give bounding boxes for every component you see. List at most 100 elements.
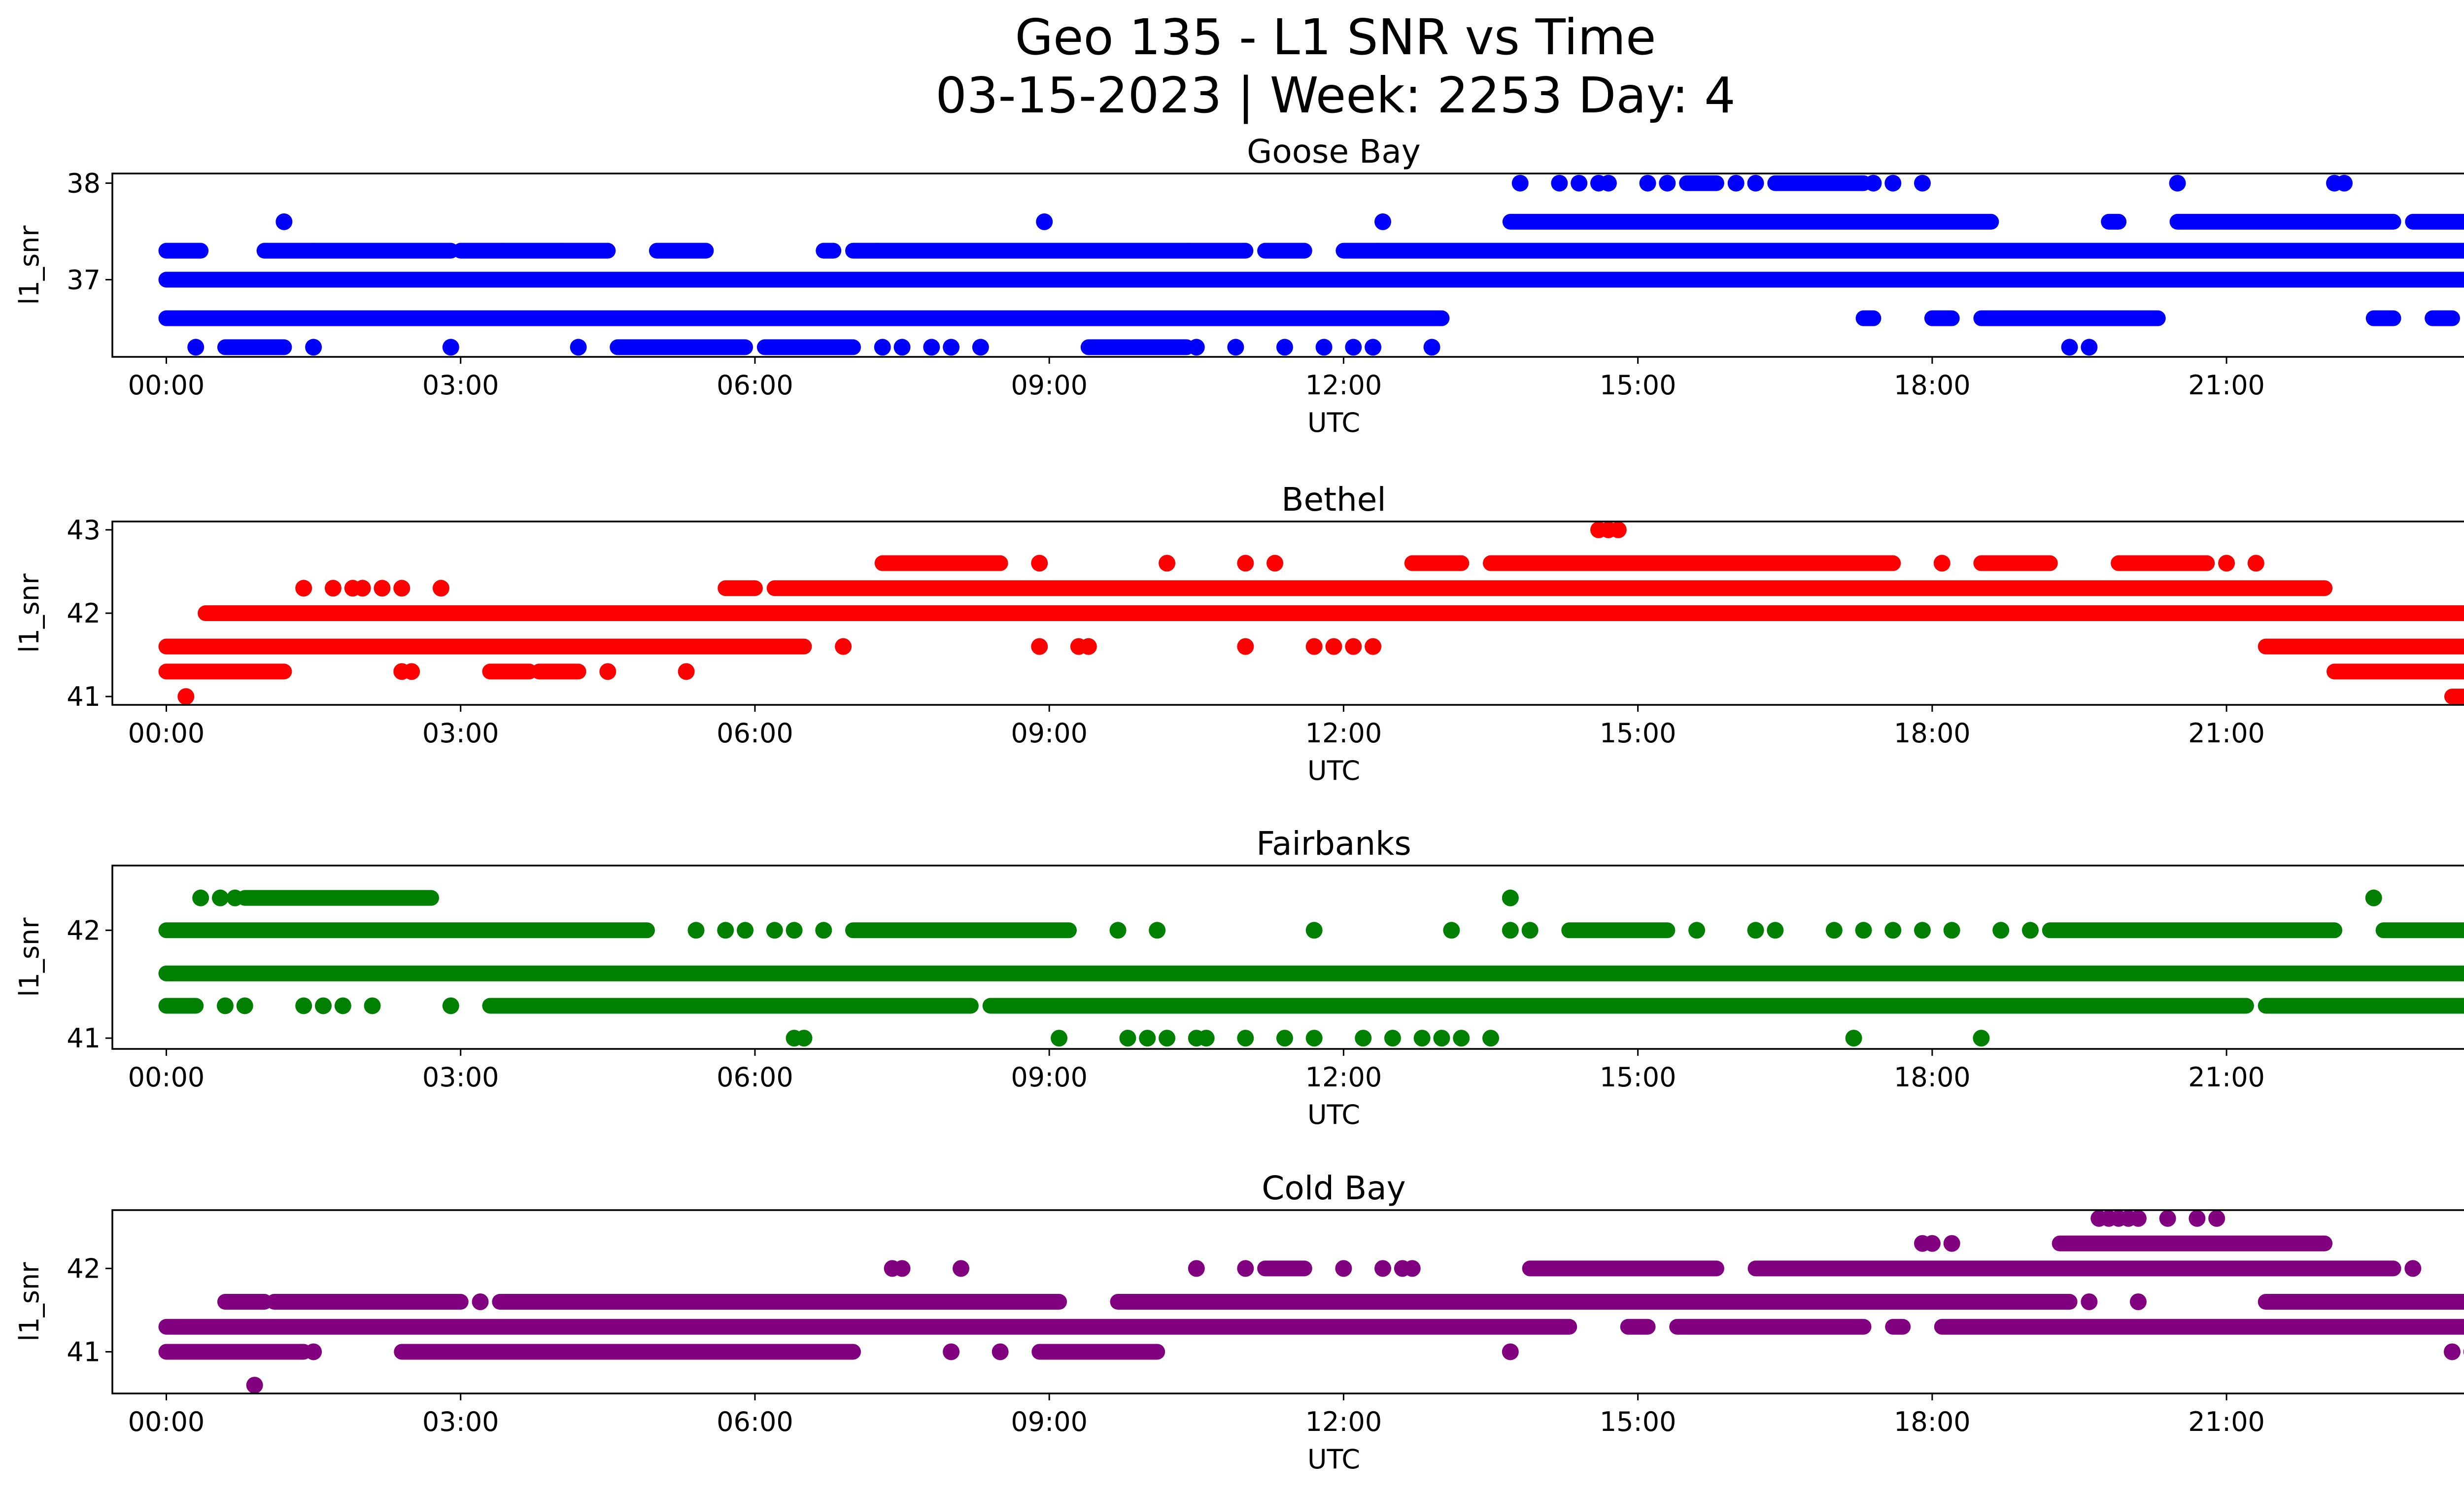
data-point-44: [1384, 1030, 1401, 1047]
data-point-26: [1639, 174, 1656, 192]
data-point-31: [442, 997, 459, 1014]
data-point-37: [1159, 1030, 1176, 1047]
data-point-28: [1727, 174, 1745, 192]
data-point-12: [835, 638, 852, 655]
data-point-8: [815, 922, 832, 939]
data-point-30: [1609, 522, 1627, 538]
y-axis-label: l1_snr: [14, 225, 45, 305]
y-axis-label: l1_snr: [14, 917, 45, 997]
data-point-49: [1845, 1030, 1862, 1047]
data-point-27: [2247, 555, 2264, 572]
data-point-24: [1266, 555, 1284, 572]
data-point-12: [893, 1260, 911, 1277]
data-point-3: [187, 339, 205, 356]
data-point-23: [1571, 174, 1588, 192]
x-tick-label: 09:00: [1011, 370, 1088, 401]
data-point-34: [1051, 1030, 1068, 1047]
y-tick-label: 41: [67, 1336, 101, 1367]
scatter-marks: [158, 889, 2464, 1047]
data-point-15: [1237, 1260, 1254, 1277]
x-axis-label: UTC: [1307, 755, 1360, 786]
data-point-8: [472, 1293, 489, 1310]
data-point-17: [1767, 922, 1784, 939]
data-point-19: [1855, 922, 1872, 939]
data-point-11: [678, 663, 695, 680]
data-point-5: [737, 922, 754, 939]
y-axis-label: l1_snr: [14, 1262, 45, 1342]
x-tick-label: 15:00: [1600, 1062, 1677, 1093]
data-point-20: [2081, 339, 2098, 356]
data-point-24: [2021, 922, 2039, 939]
data-point-19: [2061, 339, 2078, 356]
y-tick-label: 38: [67, 168, 101, 199]
x-tick-label: 21:00: [2188, 1062, 2265, 1093]
data-point-33: [795, 1030, 813, 1047]
subplot-title: Goose Bay: [1247, 133, 1421, 171]
x-tick-label: 12:00: [1305, 718, 1382, 749]
x-tick-label: 15:00: [1600, 718, 1677, 749]
data-point-23: [1237, 555, 1254, 572]
data-point-16: [1747, 922, 1764, 939]
data-point-2: [324, 580, 342, 597]
data-point-41: [1276, 1030, 1293, 1047]
subplot-goose-bay: Goose Bay 00:00 03:00 06:00 09:00 12:00 15:00 1…: [14, 133, 2464, 438]
data-point-6: [393, 580, 411, 597]
data-point-15: [1688, 922, 1706, 939]
data-point-1: [305, 1343, 322, 1360]
x-tick-label: 18:00: [1894, 370, 1971, 401]
x-tick-label: 12:00: [1305, 370, 1382, 401]
x-tick-label: 15:00: [1600, 370, 1677, 401]
data-point-2: [226, 889, 243, 906]
x-tick-label: 12:00: [1305, 1062, 1382, 1093]
data-point-23: [1943, 1235, 1960, 1252]
data-point-4: [305, 339, 322, 356]
data-point-14: [1521, 922, 1539, 939]
axes-frame: [111, 1209, 2464, 1394]
data-point-7: [874, 339, 891, 356]
data-point-11: [1305, 922, 1323, 939]
data-point-29: [1747, 174, 1764, 192]
data-point-7: [432, 580, 449, 597]
x-tick-label: 12:00: [1305, 1406, 1382, 1437]
data-point-45: [1413, 1030, 1431, 1047]
data-point-9: [923, 339, 940, 356]
data-point-51: [1502, 889, 1519, 906]
data-point-0: [177, 688, 195, 705]
data-point-16: [1335, 1260, 1352, 1277]
data-point-35: [2335, 174, 2353, 192]
data-point-10: [599, 663, 616, 680]
data-point-1: [211, 889, 229, 906]
subplot-title: Bethel: [1281, 481, 1386, 519]
data-point-22: [1159, 555, 1176, 572]
y-axis-label: l1_snr: [14, 573, 45, 653]
scatter-marks: [158, 174, 2464, 356]
x-tick-label: 03:00: [422, 1062, 499, 1093]
subplot-cold-bay: Cold Bay 00:00 03:00 06:00 09:00 12:00 15:00 18…: [14, 1169, 2464, 1475]
data-point-47: [1453, 1030, 1470, 1047]
data-point-36: [1139, 1030, 1156, 1047]
y-tick-label: 42: [67, 1253, 101, 1284]
data-point-17: [1374, 1260, 1392, 1277]
data-point-27: [1659, 174, 1676, 192]
data-point-43: [1355, 1030, 1372, 1047]
data-point-31: [2208, 1210, 2225, 1227]
x-tick-label: 06:00: [717, 370, 793, 401]
data-point-14: [1276, 339, 1293, 356]
figure-title-line1: Geo 135 - L1 SNR vs Time: [1015, 8, 1656, 66]
data-point-4: [354, 580, 371, 597]
data-point-14: [1188, 1260, 1205, 1277]
x-tick-label: 09:00: [1011, 1406, 1088, 1437]
data-point-4: [717, 922, 734, 939]
data-point-13: [1227, 339, 1244, 356]
scatter-marks: [158, 522, 2464, 705]
x-axis-label: UTC: [1307, 407, 1360, 438]
x-tick-label: 00:00: [128, 1062, 205, 1093]
data-point-40: [1237, 1030, 1254, 1047]
data-point-1: [295, 580, 312, 597]
subplots: Goose Bay 00:00 03:00 06:00 09:00 12:00 15:00 1…: [14, 133, 2464, 1475]
x-tick-label: 21:00: [2188, 1406, 2265, 1437]
data-point-33: [2169, 174, 2186, 192]
y-tick-label: 43: [67, 515, 101, 546]
data-point-15: [1080, 638, 1097, 655]
